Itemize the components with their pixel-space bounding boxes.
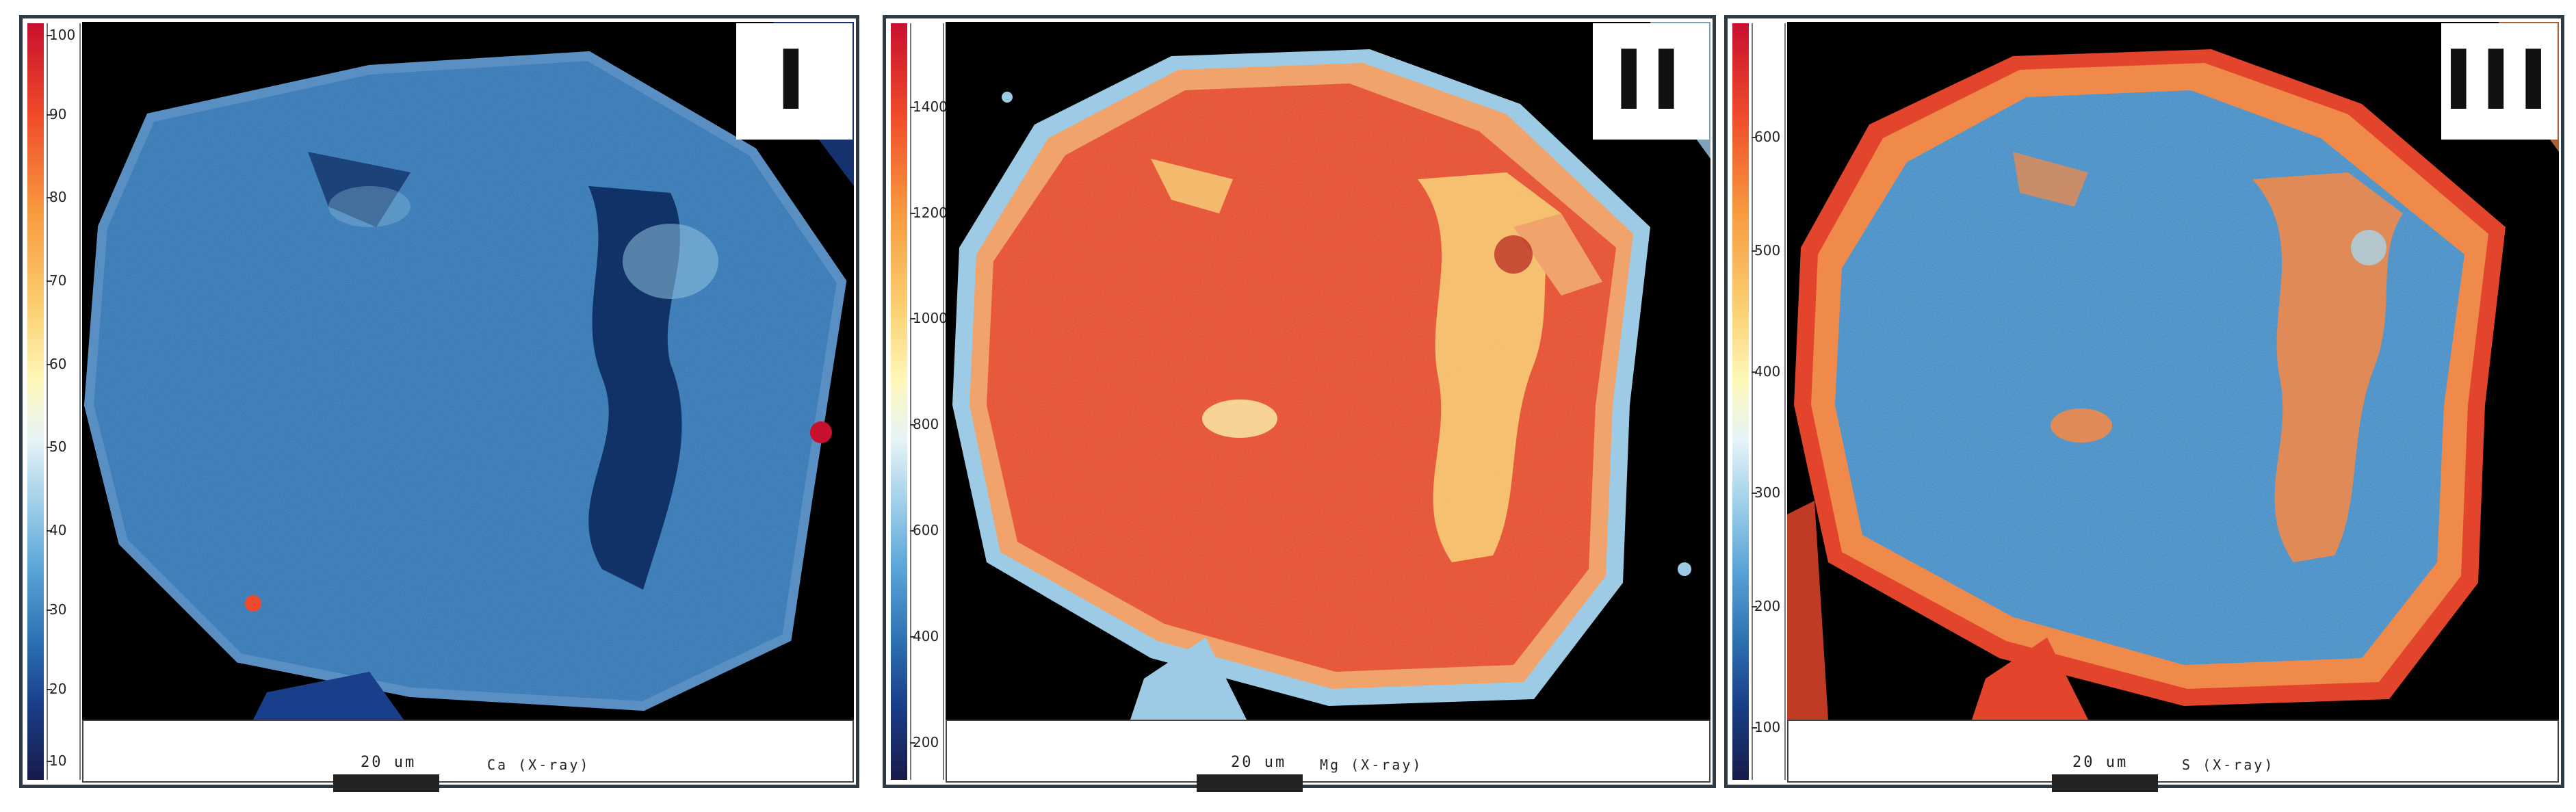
tick-label: 20 — [46, 681, 67, 698]
scale-label: 20 um — [361, 754, 417, 771]
panel-label-box: I — [736, 23, 853, 140]
tick-label: 800 — [909, 416, 939, 433]
tick-label: 300 — [1751, 484, 1781, 501]
scale-label: 20 um — [1231, 754, 1287, 771]
scale-footer: 20 um S (X-ray) — [1787, 720, 2559, 792]
tick-label: 1400 — [910, 98, 948, 115]
colorbar — [1732, 23, 1749, 780]
scale-bar — [333, 774, 439, 792]
scale-footer: 20 um Mg (X-ray) — [946, 720, 1710, 792]
tick-label: 100 — [1751, 718, 1781, 735]
panel-ca: 100 90 80 70 60 50 40 30 20 10 I — [19, 15, 859, 792]
panel-mg: 1400 1200 1000 800 600 400 200 II — [883, 15, 1716, 792]
tick-label: 200 — [909, 733, 939, 750]
panel-label-box: III — [2441, 23, 2558, 140]
tick-label: 30 — [46, 601, 67, 618]
tick-label: 50 — [46, 438, 67, 456]
panel-label: III — [2443, 34, 2555, 129]
panel-label-box: II — [1593, 23, 1709, 140]
tick-label: 600 — [909, 522, 939, 539]
tick-label: 1000 — [910, 310, 948, 327]
tick-label: 400 — [1751, 363, 1781, 380]
tick-label: 90 — [46, 105, 67, 122]
tick-label: 1200 — [910, 204, 948, 221]
tick-label: 70 — [46, 272, 67, 289]
scale-footer: 20 um Ca (X-ray) — [82, 720, 854, 792]
tick-label: 40 — [46, 522, 67, 539]
tick-label: 600 — [1751, 128, 1781, 145]
tick-label: 200 — [1751, 597, 1781, 614]
grain-image — [83, 22, 854, 720]
xray-map-mg — [946, 22, 1710, 720]
element-label: Mg (X-ray) — [1320, 757, 1423, 773]
xray-map-s — [1787, 22, 2559, 720]
colorbar — [27, 23, 44, 780]
panel-label: I — [775, 34, 814, 129]
tick-label: 60 — [46, 355, 67, 372]
scale-bar — [2052, 774, 2158, 792]
colorbar-ticks: 1400 1200 1000 800 600 400 200 — [909, 23, 948, 780]
tick-label: 500 — [1751, 241, 1781, 259]
colorbar-ticks: 600 500 400 300 200 100 — [1751, 23, 1786, 780]
tick-label: 400 — [909, 627, 939, 644]
xray-map-ca — [82, 22, 854, 720]
colorbar-ticks: 100 90 80 70 60 50 40 30 20 10 — [46, 23, 81, 780]
panel-s: 600 500 400 300 200 100 III 20 um S — [1724, 15, 2564, 792]
tick-label: 80 — [46, 189, 67, 206]
grain-image — [952, 22, 1710, 720]
scale-bar — [1197, 774, 1303, 792]
scale-label: 20 um — [2072, 754, 2129, 771]
panel-label: II — [1613, 34, 1689, 129]
element-label: S (X-ray) — [2182, 757, 2275, 773]
element-label: Ca (X-ray) — [487, 757, 590, 773]
colorbar — [891, 23, 907, 780]
tick-label: 100 — [46, 26, 76, 43]
tick-label: 10 — [46, 752, 67, 770]
